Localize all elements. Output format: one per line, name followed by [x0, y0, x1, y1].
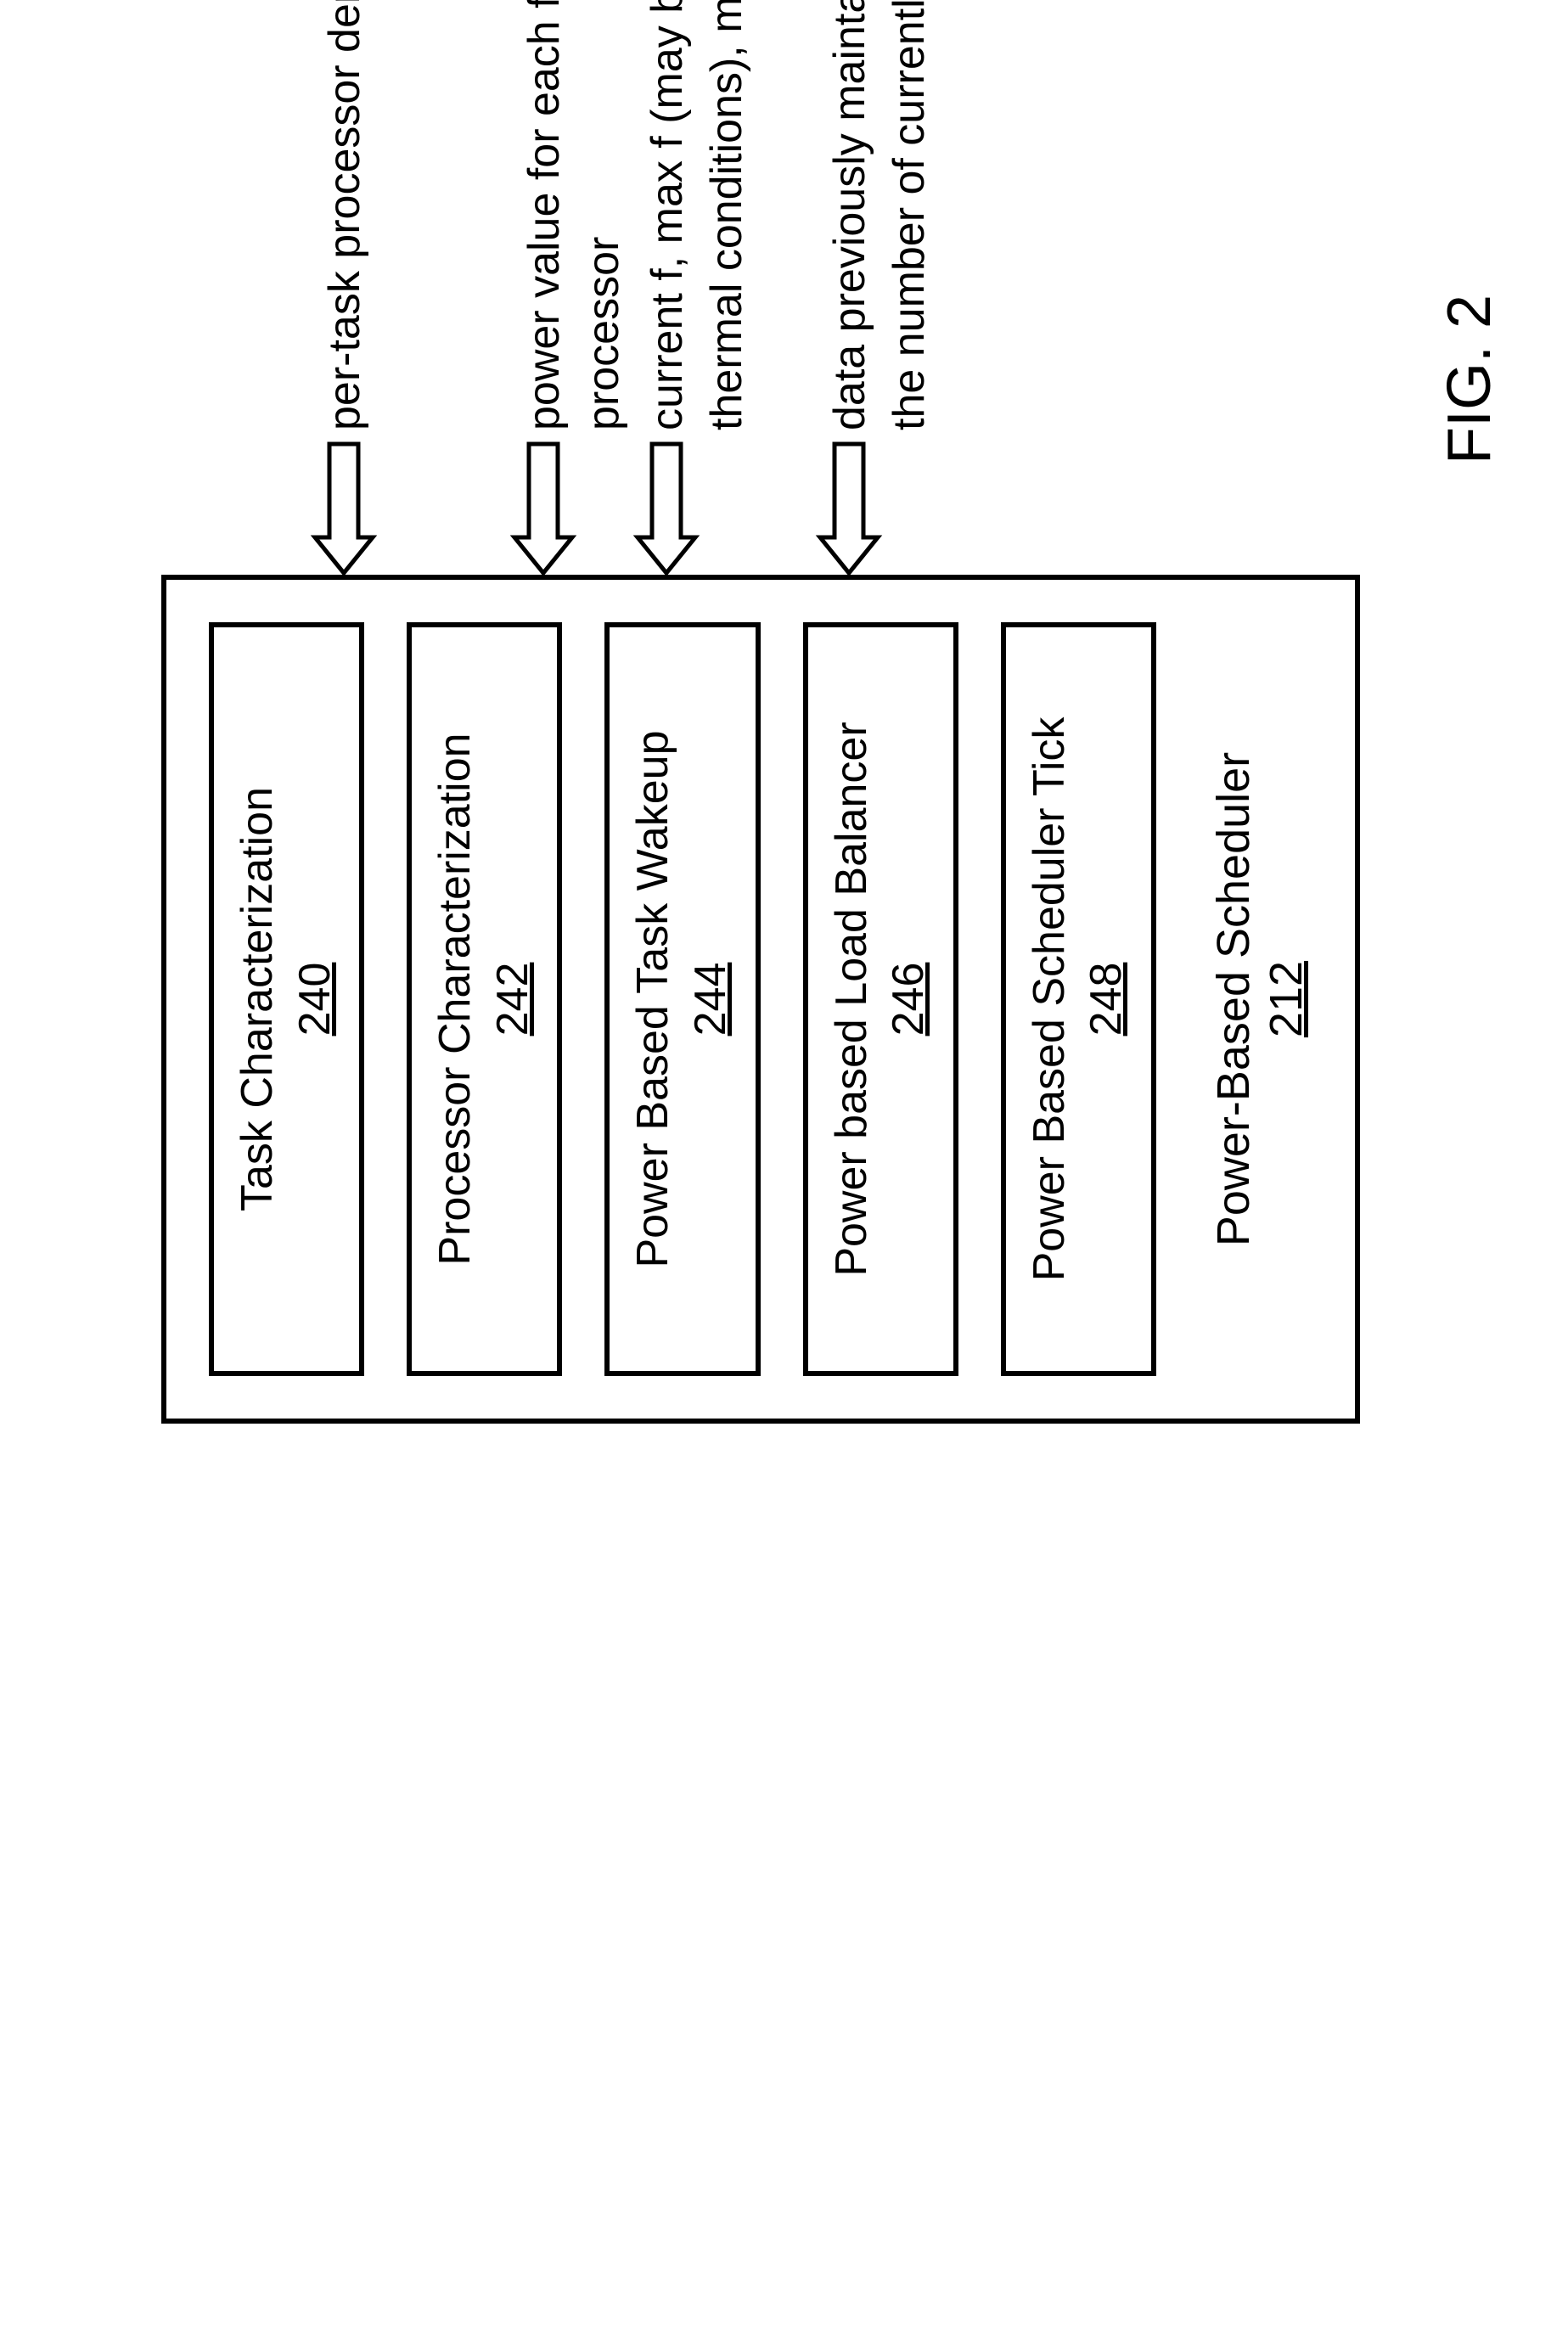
- module-ref: 248: [1078, 636, 1136, 1362]
- module-title: Processor Characterization: [427, 636, 485, 1362]
- module-title: Power based Load Balancer: [823, 636, 881, 1362]
- annotation-text: current f, max f (may be throttled at ru…: [638, 0, 756, 430]
- arrow-icon: [815, 439, 883, 575]
- scheduler-container: Task Characterization 240 Processor Char…: [161, 575, 1360, 1424]
- scheduler-label: Power-Based Scheduler 212: [1199, 622, 1338, 1376]
- module-power-scheduler-tick: Power Based Scheduler Tick 248: [1001, 622, 1156, 1376]
- page-rotated: Task Characterization 240 Processor Char…: [0, 0, 1568, 1568]
- module-task-characterization: Task Characterization 240: [209, 622, 364, 1376]
- annotation-text: per-task processor demand information: [315, 0, 374, 430]
- module-ref: 244: [683, 636, 740, 1362]
- module-ref: 246: [880, 636, 938, 1362]
- module-ref: 242: [485, 636, 542, 1362]
- arrow-row-4: data previously maintained within the sc…: [815, 0, 939, 575]
- module-title: Power Based Task Wakeup: [625, 636, 683, 1362]
- diagram-content: Task Characterization 240 Processor Char…: [0, 0, 1568, 1568]
- figure-label: FIG. 2: [1435, 295, 1504, 464]
- module-title: Power Based Scheduler Tick: [1021, 636, 1079, 1362]
- module-processor-characterization: Processor Characterization 242: [407, 622, 562, 1376]
- arrow-row-2: power value for each frequency supported…: [509, 0, 633, 575]
- arrow-icon: [310, 439, 378, 575]
- annotation-text: power value for each frequency supported…: [514, 0, 633, 430]
- arrow-icon: [509, 439, 577, 575]
- module-power-load-balancer: Power based Load Balancer 246: [803, 622, 958, 1376]
- module-ref: 240: [287, 636, 345, 1362]
- arrow-icon: [632, 439, 700, 575]
- arrow-row-1: per-task processor demand information: [310, 0, 378, 575]
- module-title: Task Characterization: [229, 636, 287, 1362]
- scheduler-ref: 212: [1260, 622, 1312, 1376]
- annotation-text: data previously maintained within the sc…: [820, 0, 939, 430]
- module-power-task-wakeup: Power Based Task Wakeup 244: [604, 622, 760, 1376]
- arrow-row-3: current f, max f (may be throttled at ru…: [632, 0, 756, 575]
- scheduler-title: Power-Based Scheduler: [1207, 622, 1260, 1376]
